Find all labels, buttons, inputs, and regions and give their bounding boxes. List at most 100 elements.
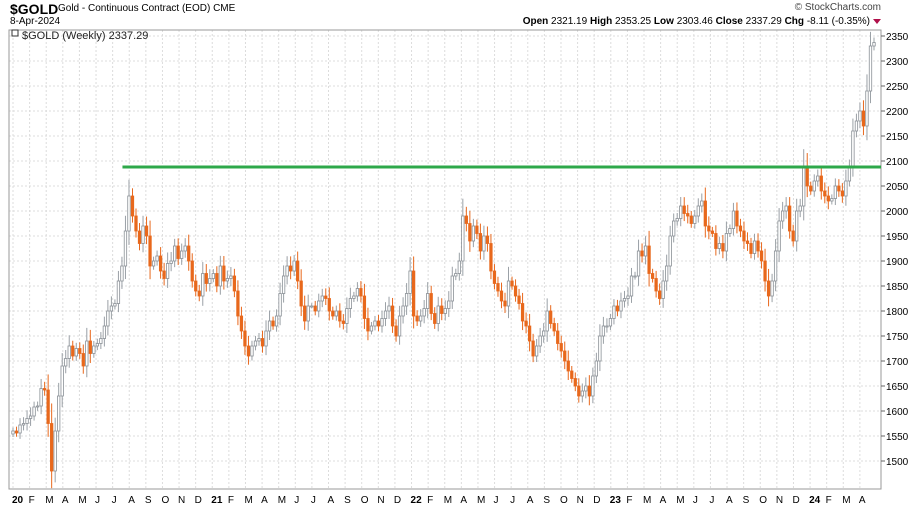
- candle-up: [401, 305, 405, 317]
- candle-up: [608, 318, 613, 327]
- y-tick-label: 2300: [886, 57, 909, 68]
- candle-down: [559, 343, 563, 352]
- candle-down: [742, 230, 746, 242]
- candle-down: [499, 290, 504, 302]
- candle-down: [710, 230, 714, 234]
- candle-down: [390, 305, 395, 327]
- chart-legend: $GOLD (Weekly) 2337.29: [22, 30, 148, 42]
- candle-up: [724, 233, 729, 252]
- candle-up: [580, 390, 584, 397]
- candle-down: [14, 430, 19, 434]
- x-month-label: D: [593, 495, 600, 506]
- candle-up: [352, 295, 356, 299]
- candle-up: [482, 235, 486, 252]
- candle-down: [682, 205, 686, 214]
- candle-up: [39, 388, 43, 407]
- candle-down: [485, 235, 490, 244]
- candle-down: [394, 325, 398, 337]
- candle-up: [443, 308, 447, 314]
- candle-up: [74, 348, 78, 357]
- candle-up: [679, 205, 683, 219]
- candle-up: [211, 273, 215, 279]
- candle-down: [194, 280, 198, 292]
- candle-up: [380, 318, 384, 327]
- y-tick-label: 1750: [886, 332, 909, 343]
- y-tick-label: 1950: [886, 232, 909, 243]
- candle-down: [763, 260, 767, 282]
- x-axis: 20 F M A M J J A S O N D 21 F M A M J J A S O N D 22 F M A M J J A S O N D 2…: [12, 495, 866, 506]
- candle-down: [478, 233, 483, 252]
- close-label: Close: [715, 16, 743, 27]
- ohlc-quote: Open 2321.19 High 2353.25 Low 2303.46 Cl…: [523, 16, 881, 27]
- candle-up: [267, 320, 272, 332]
- candle-up: [629, 275, 634, 297]
- candle-down: [236, 290, 240, 317]
- candle-up: [812, 180, 816, 192]
- candle-down: [327, 298, 331, 312]
- candle-up: [833, 185, 837, 199]
- candle-up: [426, 293, 430, 309]
- candle-down: [366, 318, 370, 332]
- candle-up: [123, 230, 128, 267]
- candle-up: [281, 275, 286, 294]
- candle-up: [626, 295, 630, 299]
- candle-down: [556, 330, 560, 344]
- candle-down: [411, 270, 416, 317]
- candle-up: [780, 210, 785, 222]
- candle-down: [243, 330, 247, 347]
- candle-down: [657, 290, 662, 299]
- candle-down: [162, 270, 166, 279]
- candle-down: [78, 348, 82, 354]
- candle-down: [81, 353, 85, 367]
- x-month-label: J: [112, 495, 117, 506]
- x-month-label: O: [759, 495, 767, 506]
- candle-down: [654, 278, 658, 292]
- candle-up: [696, 205, 700, 217]
- candle-up: [113, 303, 117, 307]
- candle-up: [383, 310, 388, 319]
- candle-up: [141, 225, 145, 244]
- candle-down: [766, 280, 771, 297]
- candle-up: [53, 430, 57, 472]
- candle-down: [840, 190, 845, 197]
- stockcharts-logo[interactable]: © StockCharts.com: [794, 2, 881, 13]
- candle-up: [229, 275, 233, 279]
- x-month-label: N: [377, 495, 384, 506]
- candle-up: [594, 360, 599, 377]
- candle-up: [816, 175, 820, 182]
- x-month-label: M: [278, 495, 286, 506]
- plot-frame: [8, 29, 882, 490]
- candle-down: [577, 385, 581, 397]
- candle-down: [296, 260, 300, 282]
- candle-up: [506, 280, 511, 307]
- candle-up: [348, 298, 353, 309]
- x-year-label: 21: [211, 495, 223, 506]
- candle-up: [85, 340, 89, 367]
- x-month-label: A: [460, 495, 467, 506]
- candle-down: [805, 165, 809, 187]
- candle-down: [524, 320, 528, 327]
- x-month-label: N: [178, 495, 185, 506]
- candle-up: [872, 42, 876, 47]
- y-tick-label: 2150: [886, 132, 909, 143]
- candle-down: [489, 243, 493, 272]
- candle-down: [647, 245, 651, 274]
- candle-up: [672, 220, 676, 237]
- x-month-label: F: [228, 495, 234, 506]
- candle-down: [204, 273, 208, 284]
- candle-up: [598, 335, 602, 362]
- candle-up: [665, 265, 669, 282]
- y-tick-label: 2200: [886, 107, 909, 118]
- candle-down: [415, 315, 419, 322]
- instrument-name: Gold - Continuous Contract (EOD): [58, 3, 211, 14]
- y-tick-label: 1550: [886, 432, 909, 443]
- candlesticks: [11, 31, 876, 489]
- candle-up: [397, 315, 402, 337]
- candle-down: [376, 320, 381, 327]
- y-tick-label: 1600: [886, 407, 909, 418]
- x-year-label: 20: [12, 495, 24, 506]
- low-label: Low: [653, 16, 674, 27]
- candle-down: [721, 243, 725, 252]
- candle-up: [60, 365, 64, 397]
